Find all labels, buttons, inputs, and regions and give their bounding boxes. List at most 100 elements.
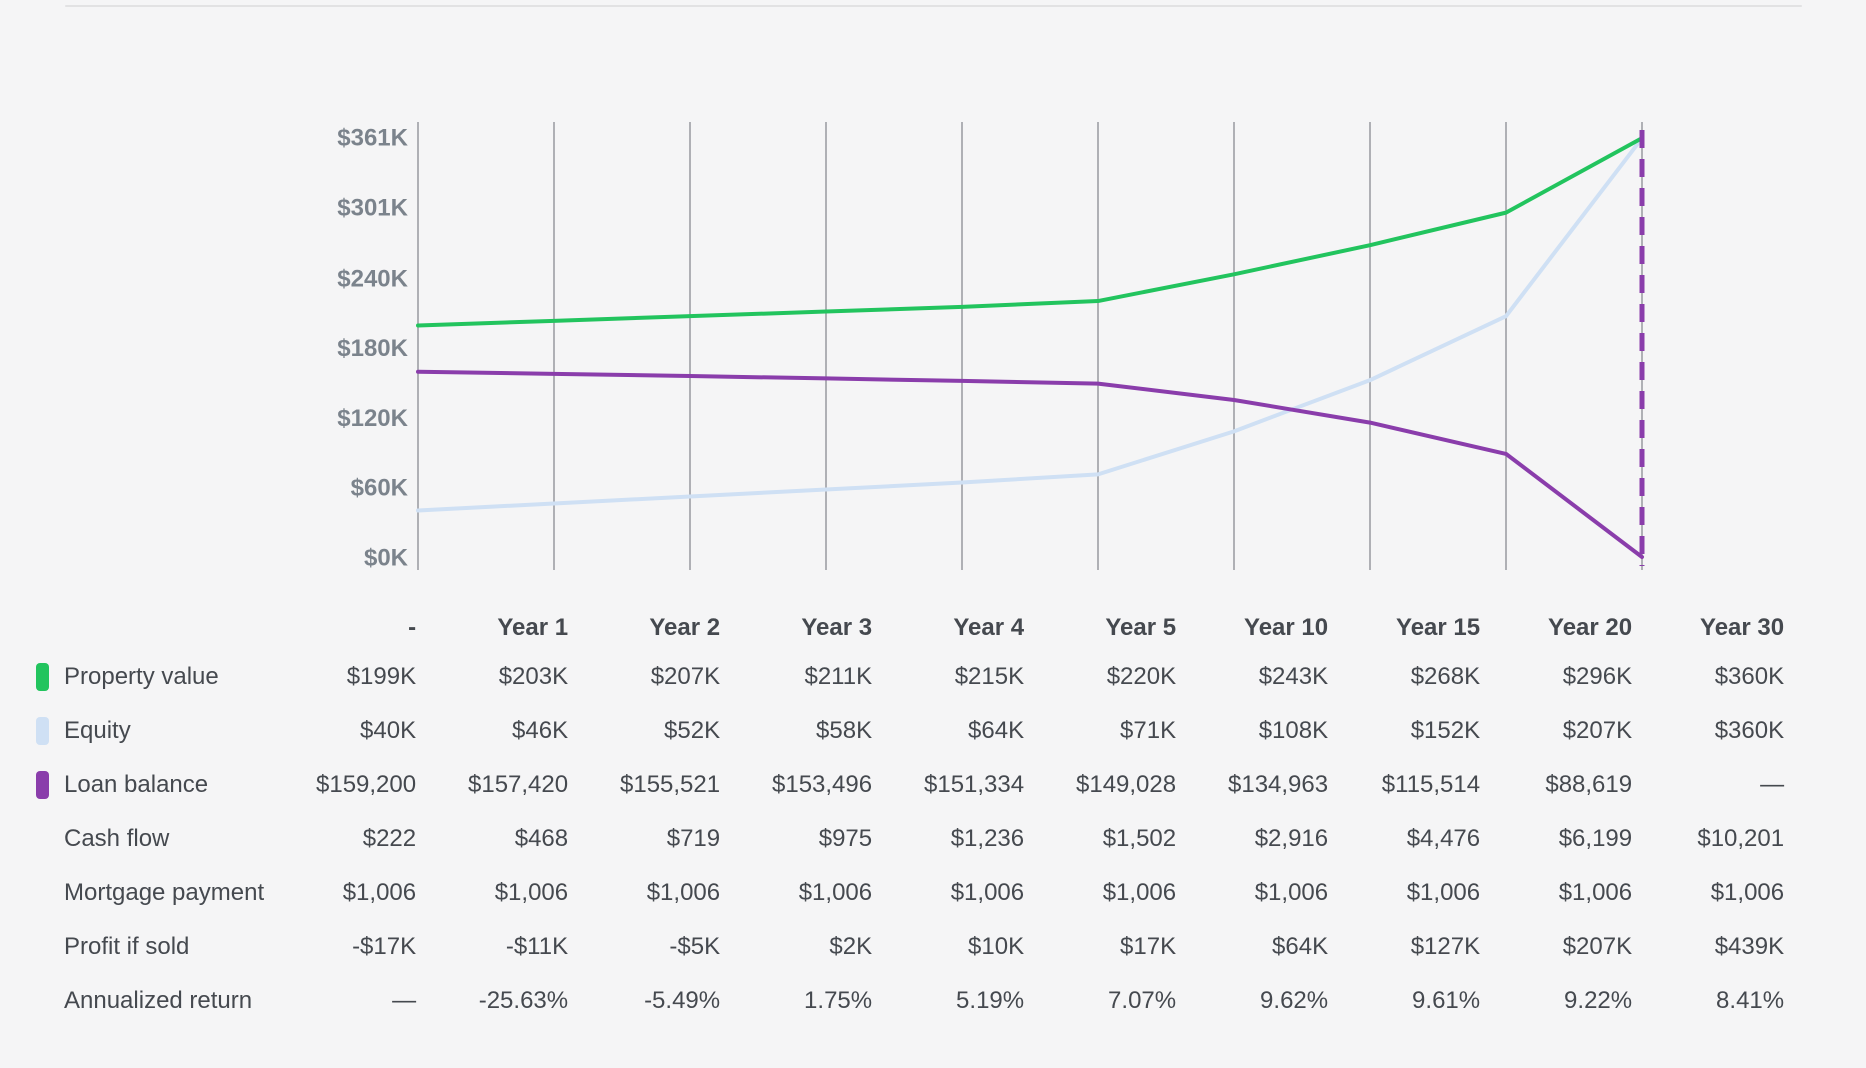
row-label-cell: Annualized return	[30, 974, 264, 1028]
table-cell-property-value: $243K	[1258, 663, 1329, 690]
table-body: Property value $199K $203K $207K $211K $215K $…	[30, 650, 1784, 1028]
column-header--: -	[408, 614, 417, 641]
table-cell-profit-if-sold: $10K	[968, 933, 1025, 960]
y-axis-tick-label: $120K	[337, 405, 408, 432]
table-cell-property-value: $220K	[1106, 663, 1177, 690]
table-cell-cash-flow: $468	[514, 825, 569, 852]
table-row-equity: Equity $40K $46K $52K $58K $64K $71K $108K $152K…	[30, 704, 1784, 758]
series-line-loan-balance	[416, 369, 1644, 559]
row-label: Loan balance	[64, 771, 209, 798]
table-cell-equity: $40K	[360, 717, 417, 744]
table-cell-mortgage-payment: $1,006	[1254, 879, 1329, 906]
y-axis-tick-label: $361K	[337, 125, 408, 152]
table-cell-cash-flow: $222	[362, 825, 417, 852]
table-cell-cash-flow: $975	[818, 825, 873, 852]
table-cell-annualized-return: -5.49%	[644, 987, 721, 1014]
table-cell-profit-if-sold: -$11K	[505, 933, 569, 960]
column-header-year-3: Year 3	[801, 614, 873, 641]
row-label: Annualized return	[64, 987, 253, 1014]
row-label: Profit if sold	[64, 933, 190, 960]
table-cell-profit-if-sold: -$17K	[352, 933, 417, 960]
y-axis-tick-label: $301K	[337, 194, 408, 221]
table-cell-property-value: $203K	[498, 663, 569, 690]
table-cell-mortgage-payment: $1,006	[1710, 879, 1785, 906]
top-divider	[65, 5, 1802, 7]
projection-line-chart: $361K $301K $240K $180K $120K $60K $0K	[337, 122, 1645, 572]
table-cell-equity: $46K	[512, 717, 569, 744]
column-header-year-20: Year 20	[1548, 614, 1633, 641]
row-label: Property value	[64, 663, 219, 690]
table-cell-annualized-return: 7.07%	[1108, 987, 1177, 1014]
table-cell-profit-if-sold: $439K	[1714, 933, 1785, 960]
table-cell-equity: $58K	[816, 717, 873, 744]
table-header: - Year 1 Year 2 Year 3 Year 4 Year 5 Year 10 Ye…	[30, 606, 1784, 650]
y-axis-tick-label: $0K	[364, 545, 409, 572]
y-axis-tick-label: $240K	[337, 265, 408, 292]
table-cell-annualized-return: -25.63%	[478, 987, 569, 1014]
table-row-cash-flow: Cash flow $222 $468 $719 $975 $1,236 $1,502 $2,…	[30, 812, 1784, 866]
table-cell-annualized-return: 5.19%	[956, 987, 1025, 1014]
projection-table: - Year 1 Year 2 Year 3 Year 4 Year 5 Year 10 Ye…	[30, 606, 1784, 1028]
legend-swatch-equity	[36, 717, 49, 745]
table-cell-profit-if-sold: $127K	[1410, 933, 1481, 960]
table-cell-mortgage-payment: $1,006	[1102, 879, 1177, 906]
table-row-loan-balance: Loan balance $159,200 $157,420 $155,521 $153…	[30, 758, 1784, 812]
row-label-cell: Mortgage payment	[30, 866, 264, 920]
series-line-property-value	[416, 136, 1644, 328]
table-cell-loan-balance: $151,334	[924, 771, 1025, 798]
table-cell-mortgage-payment: $1,006	[798, 879, 873, 906]
table-cell-profit-if-sold: $64K	[1272, 933, 1329, 960]
column-header-year-5: Year 5	[1105, 614, 1177, 641]
table-cell-property-value: $199K	[346, 663, 417, 690]
column-header-year-2: Year 2	[649, 614, 721, 641]
legend-swatch-property-value	[36, 663, 49, 691]
table-cell-loan-balance: $88,619	[1545, 771, 1633, 798]
column-header-year-10: Year 10	[1244, 614, 1329, 641]
table-cell-equity: $207K	[1562, 717, 1633, 744]
y-axis-tick-label: $180K	[337, 335, 408, 362]
table-cell-profit-if-sold: $17K	[1120, 933, 1177, 960]
table-cell-annualized-return: 9.61%	[1412, 987, 1481, 1014]
table-cell-loan-balance: $149,028	[1076, 771, 1177, 798]
table-cell-equity: $152K	[1410, 717, 1481, 744]
column-header-year-30: Year 30	[1700, 614, 1785, 641]
table-cell-cash-flow: $10,201	[1697, 825, 1785, 852]
row-label: Cash flow	[64, 825, 170, 852]
row-label-cell: Loan balance	[30, 758, 264, 812]
table-cell-mortgage-payment: $1,006	[646, 879, 721, 906]
table-cell-cash-flow: $719	[666, 825, 721, 852]
table-cell-profit-if-sold: $207K	[1562, 933, 1633, 960]
table-cell-property-value: $215K	[954, 663, 1025, 690]
table-row-annualized-return: Annualized return — -25.63% -5.49% 1.75% 5.19…	[30, 974, 1784, 1028]
table-cell-loan-balance: $134,963	[1228, 771, 1329, 798]
table-cell-annualized-return: 8.41%	[1716, 987, 1785, 1014]
table-cell-profit-if-sold: -$5K	[669, 933, 721, 960]
table-cell-equity: $108K	[1258, 717, 1329, 744]
row-label-cell: Property value	[30, 650, 264, 704]
table-cell-mortgage-payment: $1,006	[1558, 879, 1633, 906]
row-label-cell: Equity	[30, 704, 264, 758]
table-cell-annualized-return: 9.22%	[1564, 987, 1633, 1014]
table-cell-loan-balance: $115,514	[1381, 771, 1481, 798]
table-row-property-value: Property value $199K $203K $207K $211K $215K $…	[30, 650, 1784, 704]
series-line-equity	[416, 136, 1644, 513]
table-cell-cash-flow: $6,199	[1558, 825, 1633, 852]
table-row-mortgage-payment: Mortgage payment $1,006 $1,006 $1,006 $1,006…	[30, 866, 1784, 920]
table-cell-cash-flow: $4,476	[1406, 825, 1481, 852]
table-cell-mortgage-payment: $1,006	[950, 879, 1025, 906]
row-label-cell: Profit if sold	[30, 920, 264, 974]
table-cell-loan-balance: $153,496	[772, 771, 873, 798]
table-cell-annualized-return: —	[392, 987, 417, 1014]
table-cell-annualized-return: 9.62%	[1260, 987, 1329, 1014]
table-cell-cash-flow: $2,916	[1254, 825, 1329, 852]
row-label-cell: Cash flow	[30, 812, 264, 866]
table-cell-property-value: $211K	[804, 663, 873, 690]
table-cell-equity: $52K	[664, 717, 721, 744]
column-header-year-4: Year 4	[953, 614, 1025, 641]
table-row-profit-if-sold: Profit if sold -$17K -$11K -$5K $2K $10K $17K $…	[30, 920, 1784, 974]
column-header-year-1: Year 1	[497, 614, 569, 641]
table-cell-equity: $71K	[1120, 717, 1177, 744]
table-cell-mortgage-payment: $1,006	[1406, 879, 1481, 906]
table-cell-property-value: $268K	[1410, 663, 1481, 690]
